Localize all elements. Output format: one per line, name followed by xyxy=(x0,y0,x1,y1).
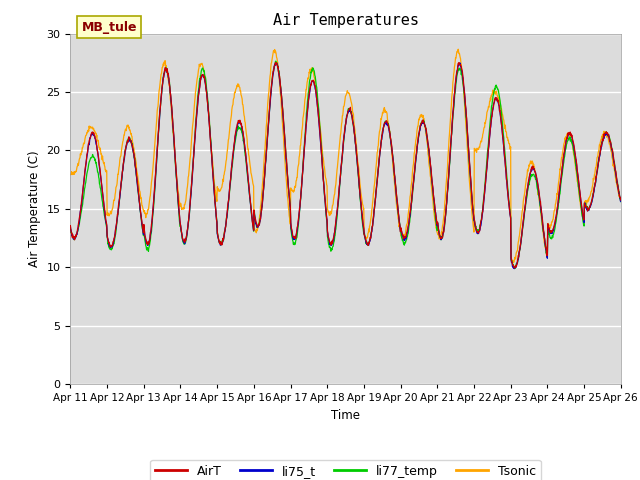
Legend: AirT, li75_t, li77_temp, Tsonic: AirT, li75_t, li77_temp, Tsonic xyxy=(150,460,541,480)
Y-axis label: Air Temperature (C): Air Temperature (C) xyxy=(28,151,41,267)
Text: MB_tule: MB_tule xyxy=(81,21,137,34)
X-axis label: Time: Time xyxy=(331,408,360,421)
Title: Air Temperatures: Air Temperatures xyxy=(273,13,419,28)
